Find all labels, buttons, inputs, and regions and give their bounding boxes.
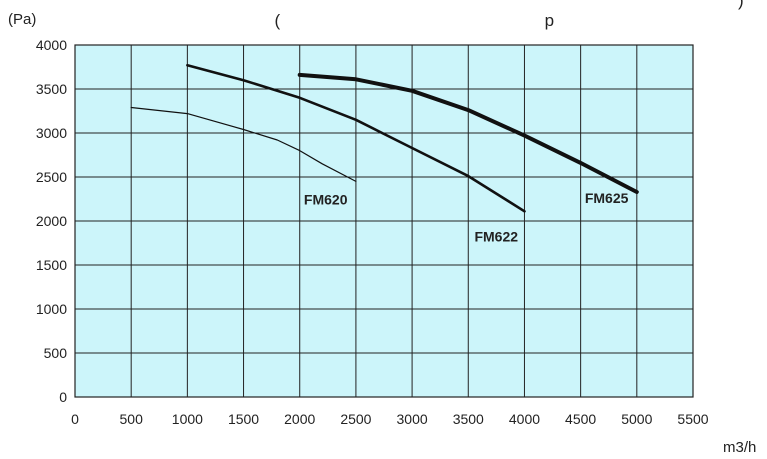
x-tick-label: 4000 (509, 411, 540, 427)
x-tick-label: 1500 (228, 411, 259, 427)
y-tick-label: 3500 (36, 81, 67, 97)
y-tick-label: 2500 (36, 169, 67, 185)
series-line-fm622 (186, 63, 526, 213)
series-label-fm625: FM625 (585, 190, 629, 206)
x-tick-labels: 0 500 1000 1500 2000 2500 3000 3500 4000 4500 5000… (71, 411, 709, 427)
y-tick-label: 2000 (36, 213, 67, 229)
x-tick-label: 1000 (172, 411, 203, 427)
series-labels: FM620 FM622 FM625 (304, 190, 629, 244)
x-tick-label: 2000 (284, 411, 315, 427)
y-tick-label: 1500 (36, 257, 67, 273)
y-tick-label: 4000 (36, 37, 67, 53)
x-tick-label: 4500 (565, 411, 596, 427)
series-line-fm625 (297, 72, 639, 194)
x-tick-label: 2500 (340, 411, 371, 427)
x-axis-label: m3/h (723, 439, 756, 456)
x-tick-label: 500 (120, 411, 144, 427)
clipped-heading-right: ) (738, 0, 744, 10)
y-tick-label: 0 (59, 389, 67, 405)
series-label-fm620: FM620 (304, 191, 348, 207)
y-tick-label: 3000 (36, 125, 67, 141)
series-line-fm620 (130, 106, 357, 182)
x-tick-label: 0 (71, 411, 79, 427)
y-tick-label: 500 (44, 345, 68, 361)
series-label-fm622: FM622 (474, 228, 518, 244)
y-tick-label: 1000 (36, 301, 67, 317)
x-tick-label: 3500 (453, 411, 484, 427)
x-tick-label: 5000 (621, 411, 652, 427)
y-axis-label: (Pa) (8, 11, 36, 28)
grid-lines (74, 44, 694, 398)
series-layer (130, 63, 639, 213)
clipped-heading-fragment: ( p (265, 0, 554, 31)
plot-border (74, 44, 694, 398)
clipped-heading-left: ( p (274, 11, 555, 30)
y-tick-labels: 0 500 1000 1500 2000 2500 3000 3500 4000 (36, 37, 67, 405)
x-tick-label: 5500 (677, 411, 708, 427)
x-tick-label: 3000 (397, 411, 428, 427)
